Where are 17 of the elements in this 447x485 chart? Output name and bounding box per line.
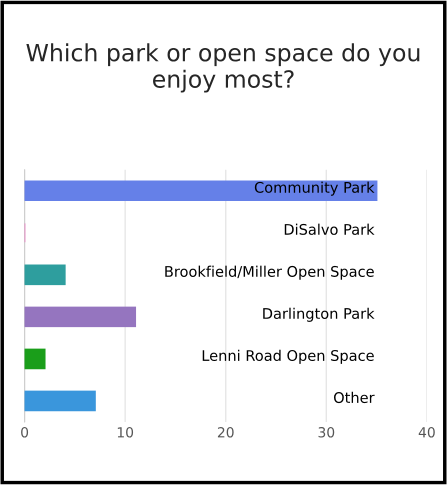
bar <box>24 264 66 286</box>
x-tick-label: 20 <box>218 427 234 438</box>
y-tick-label: Darlington Park <box>263 308 375 322</box>
x-tick-label: 0 <box>21 427 28 438</box>
chart-title: Which park or open space do you enjoy most? <box>26 43 420 93</box>
bar <box>24 348 46 370</box>
x-tick-label: 40 <box>418 427 435 438</box>
y-tick-label: Brookfield/Miller Open Space <box>165 266 374 280</box>
y-tick-label: DiSalvo Park <box>284 224 375 235</box>
x-tick-label: 30 <box>318 427 334 438</box>
y-tick-label: Lenni Road Open Space <box>202 350 374 364</box>
x-tick-label: 10 <box>118 427 134 438</box>
y-tick-label: Community Park <box>254 182 375 196</box>
bar <box>24 306 136 328</box>
y-tick-label: Other <box>334 392 375 404</box>
bar <box>24 180 378 202</box>
bar <box>24 390 96 412</box>
